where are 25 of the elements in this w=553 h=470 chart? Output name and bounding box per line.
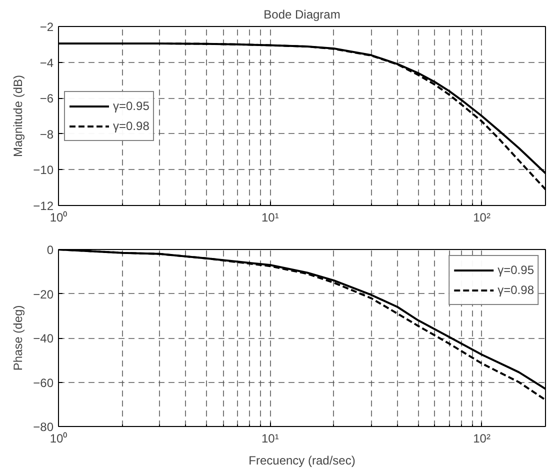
y-axis-title: Magnitude (dB)	[11, 74, 26, 158]
y-tick-label: 0	[46, 243, 54, 257]
chart-title: Bode Diagram	[264, 8, 340, 22]
x-tick-label: 10¹	[261, 210, 279, 224]
x-tick-label: 10⁰	[50, 210, 68, 224]
y-tick-label: −2	[40, 20, 54, 34]
x-tick-label: 10¹	[261, 432, 279, 446]
y-tick-label: −40	[33, 332, 54, 346]
x-tick-label: 10⁰	[50, 432, 68, 446]
legend-label: γ=0.98	[113, 118, 150, 132]
y-tick-label: −80	[33, 420, 54, 434]
y-tick-label: −60	[33, 376, 54, 390]
legend-label: γ=0.95	[498, 263, 534, 277]
y-axis-title: Phase (deg)	[11, 305, 26, 371]
y-tick-label: −8	[40, 127, 54, 142]
x-tick-label: 10²	[473, 210, 490, 224]
y-tick-label: −12	[33, 199, 54, 213]
y-tick-label: −6	[40, 92, 54, 106]
y-tick-label: −20	[33, 287, 54, 302]
x-tick-label: 10²	[473, 432, 490, 446]
y-tick-label: −4	[40, 56, 54, 70]
legend-label: γ=0.95	[113, 98, 150, 112]
x-axis-title: Frecuency (rad/sec)	[248, 454, 356, 468]
y-tick-label: −10	[33, 163, 54, 178]
legend-label: γ=0.98	[498, 283, 534, 297]
